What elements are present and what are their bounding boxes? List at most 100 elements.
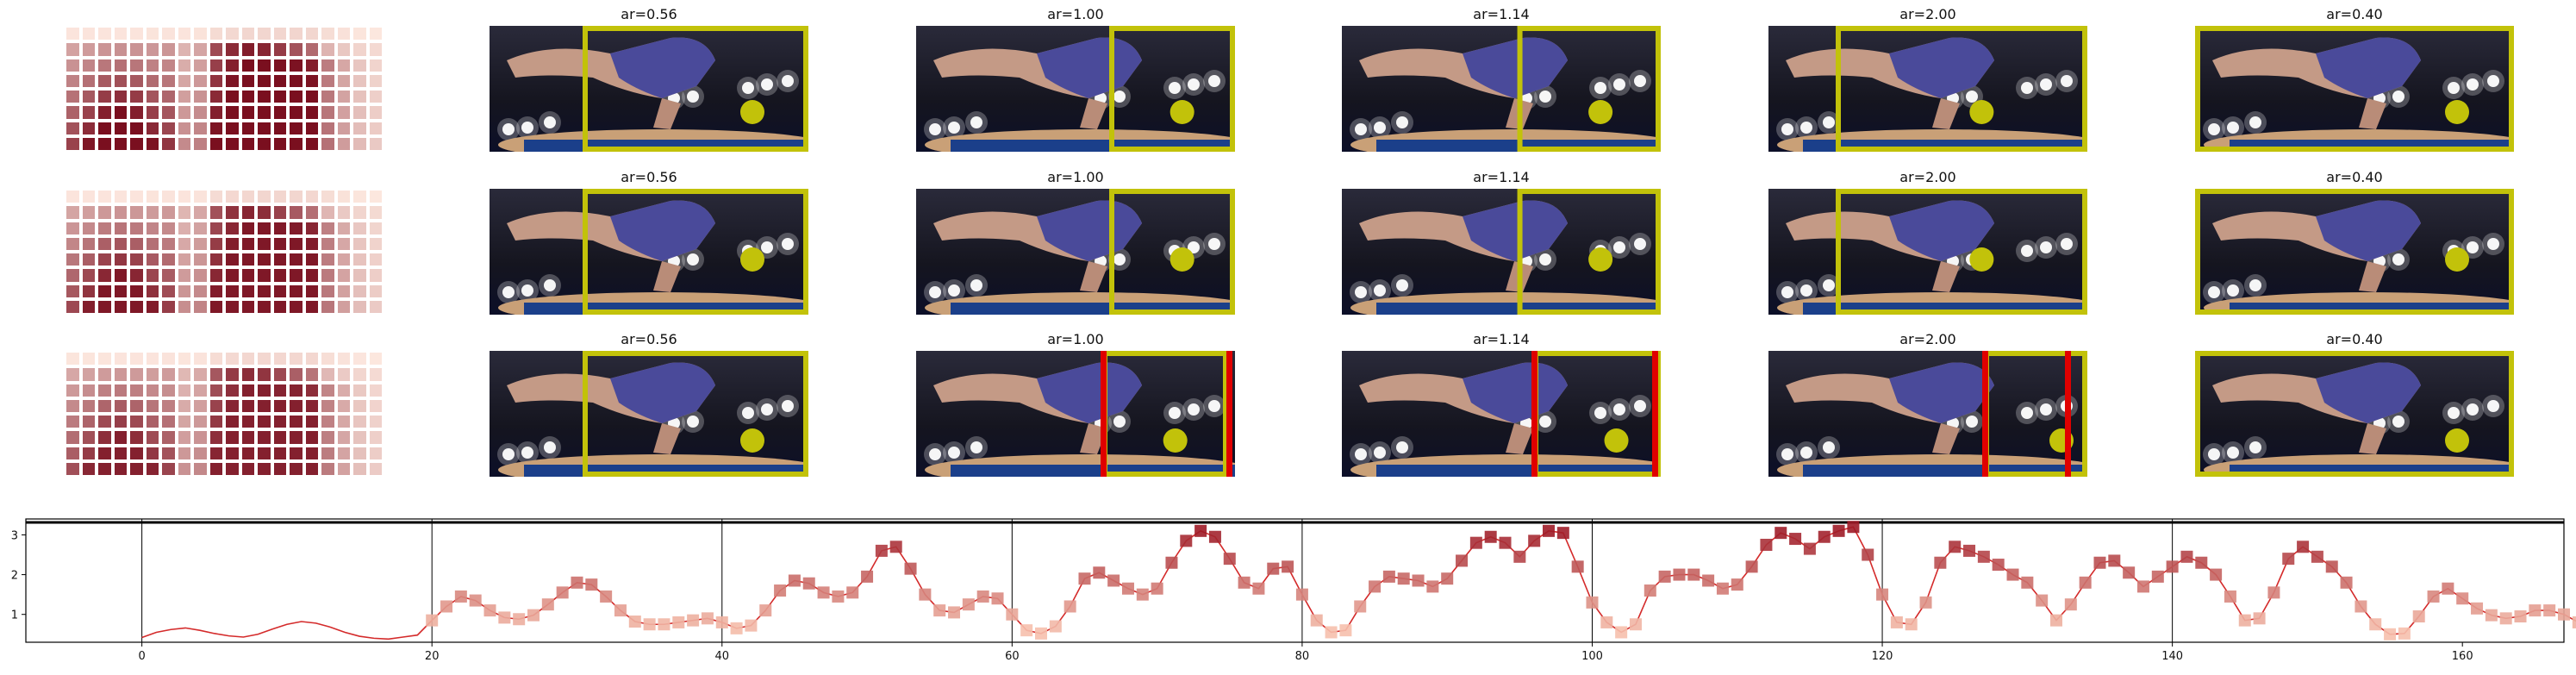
heatmap-cell <box>176 414 192 430</box>
heatmap-cell <box>97 235 113 252</box>
heatmap-cell <box>256 235 272 252</box>
score-marker <box>628 616 641 628</box>
heatmap-cell <box>367 298 384 315</box>
score-marker <box>2224 590 2236 603</box>
saliency-dot <box>1588 247 1613 272</box>
heatmap-cell <box>192 235 209 252</box>
score-marker <box>1658 570 1671 583</box>
heatmap-cell <box>65 366 81 383</box>
heatmap-cell <box>303 298 320 315</box>
heatmap-cell <box>303 460 320 477</box>
heatmap-cell <box>97 189 113 205</box>
score-marker <box>1208 530 1221 543</box>
score-marker <box>2050 614 2062 627</box>
heatmap-cell <box>65 397 81 414</box>
x-tick-label: 40 <box>714 650 729 663</box>
crop-box <box>1517 189 1661 315</box>
heatmap-cell <box>160 298 177 315</box>
heatmap-cell <box>367 429 384 446</box>
heatmap-cell <box>144 460 160 477</box>
heatmap-cell <box>128 120 145 136</box>
heatmap-cell <box>352 57 368 73</box>
heatmap-cell <box>176 429 192 446</box>
heatmap-cell <box>256 351 272 367</box>
x-tick-label: 80 <box>1295 650 1310 663</box>
score-marker <box>1803 542 1816 555</box>
x-tick-label: 120 <box>1872 650 1893 663</box>
heatmap-cell <box>65 189 81 205</box>
heatmap-cell <box>303 382 320 398</box>
score-marker <box>1194 524 1207 537</box>
heatmap-cell <box>208 429 224 446</box>
heatmap-cell <box>288 267 304 284</box>
score-marker <box>440 600 453 613</box>
heatmap-cell <box>80 120 97 136</box>
y-tick-label: 2 <box>11 570 18 583</box>
heatmap-cell <box>240 89 256 105</box>
score-marker <box>1093 566 1106 579</box>
heatmap-cell <box>240 351 256 367</box>
score-marker <box>2456 592 2469 605</box>
heatmap-cell <box>192 351 209 367</box>
heatmap-cell <box>240 135 256 152</box>
heatmap-cell <box>352 104 368 121</box>
heatmap-cell <box>271 298 288 315</box>
score-marker <box>1295 588 1308 601</box>
heatmap-cell <box>208 267 224 284</box>
heatmap-cell <box>80 382 97 398</box>
heatmap-cell <box>320 57 336 73</box>
y-tick-label: 1 <box>11 609 18 622</box>
heatmap-cell <box>271 220 288 236</box>
heatmap-cell <box>97 89 113 105</box>
heatmap-cell <box>335 382 352 398</box>
heatmap-cell <box>271 460 288 477</box>
heatmap-cell <box>303 89 320 105</box>
heatmap-cell <box>224 414 240 430</box>
heatmap-cell <box>176 72 192 89</box>
heatmap-cell <box>144 397 160 414</box>
heatmap-cell <box>224 429 240 446</box>
heatmap-cell <box>112 283 128 299</box>
heatmap-cell <box>80 235 97 252</box>
heatmap-cell <box>240 414 256 430</box>
heatmap-cell <box>256 72 272 89</box>
heatmap-cell <box>367 26 384 42</box>
heatmap-cell <box>97 135 113 152</box>
heatmap-cell <box>128 204 145 221</box>
heatmap-cell <box>288 235 304 252</box>
score-marker <box>1238 576 1251 589</box>
heatmap-cell <box>144 382 160 398</box>
heatmap-cell <box>271 89 288 105</box>
heatmap-cell <box>65 298 81 315</box>
heatmap-cell <box>320 72 336 89</box>
score-marker <box>933 604 946 617</box>
score-marker <box>571 576 583 589</box>
score-marker <box>585 578 598 591</box>
heatmap-cell <box>256 104 272 121</box>
score-marker <box>817 586 830 599</box>
heatmap-cell <box>208 41 224 58</box>
frame-thumbnail <box>916 26 1235 152</box>
score-marker <box>1499 536 1512 549</box>
heatmap-cell <box>240 366 256 383</box>
score-marker <box>2079 576 2092 589</box>
heatmap-cell <box>65 41 81 58</box>
heatmap-cell <box>335 298 352 315</box>
heatmap-cell <box>288 397 304 414</box>
heatmap-cell <box>335 414 352 430</box>
heatmap-cell <box>128 26 145 42</box>
heatmap-cell <box>97 414 113 430</box>
heatmap-cell <box>288 429 304 446</box>
heatmap-cell <box>128 382 145 398</box>
heatmap-cell <box>303 41 320 58</box>
heatmap-cell <box>192 252 209 268</box>
heatmap-cell <box>192 26 209 42</box>
score-marker <box>1556 527 1569 540</box>
heatmap-cell <box>128 445 145 461</box>
score-marker <box>1339 624 1352 637</box>
heatmap-cell <box>303 57 320 73</box>
frame-thumbnail <box>490 189 808 315</box>
heatmap-cell <box>352 41 368 58</box>
heatmap-cell <box>128 41 145 58</box>
heatmap-cell <box>80 351 97 367</box>
